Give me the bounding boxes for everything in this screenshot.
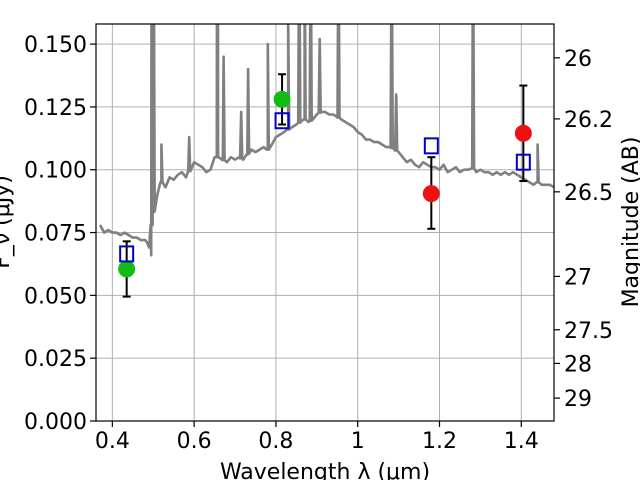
model-point [515, 153, 531, 171]
model-point [274, 112, 290, 130]
model-point [119, 245, 135, 263]
right-tick-label: 28 [564, 352, 592, 377]
x-tick-label: 0.4 [95, 429, 130, 454]
spectrum-layer [98, 24, 554, 257]
right-tick-label: 27 [564, 265, 592, 290]
observed-point-red [422, 185, 440, 203]
y-tick-label: 0.125 [24, 96, 87, 121]
points-layer [118, 73, 532, 298]
grid-layer [96, 24, 554, 422]
y-tick-label: 0.025 [24, 347, 87, 372]
y-tick-label: 0.050 [24, 284, 87, 309]
x-tick-label: 1.4 [504, 429, 539, 454]
y-tick-label: 0.075 [24, 222, 87, 247]
x-tick-label: 1 [351, 429, 365, 454]
right-tick-label: 27.5 [564, 319, 613, 344]
model-point [423, 137, 439, 155]
observed-point-red [514, 124, 532, 142]
axes-layer: 0.4 0.6 0.8 1 1.2 1.4 0.000 0.025 0.050 0.075 0.10… [24, 23, 613, 454]
y-tick-label: 0.150 [24, 33, 87, 58]
right-tick-label: 29 [564, 387, 592, 412]
observed-point-green [273, 90, 291, 108]
right-tick-label: 26.5 [564, 181, 613, 206]
right-tick-label: 26 [564, 47, 592, 72]
x-axis-label: Wavelength λ (μm) [220, 460, 430, 480]
plot-frame [95, 23, 555, 422]
x-tick-label: 0.8 [258, 429, 293, 454]
x-tick-label: 1.2 [422, 429, 457, 454]
observed-point-green [118, 260, 136, 278]
y-tick-label: 0.000 [24, 410, 87, 435]
right-tick-label: 26.2 [564, 108, 613, 133]
spectrum-line [98, 24, 554, 257]
left-axis-label: F_ν (μJy) [0, 175, 15, 269]
y-tick-label: 0.100 [24, 159, 87, 184]
x-tick-label: 0.6 [177, 429, 212, 454]
right-axis-label: Magnitude (AB) [619, 137, 640, 308]
